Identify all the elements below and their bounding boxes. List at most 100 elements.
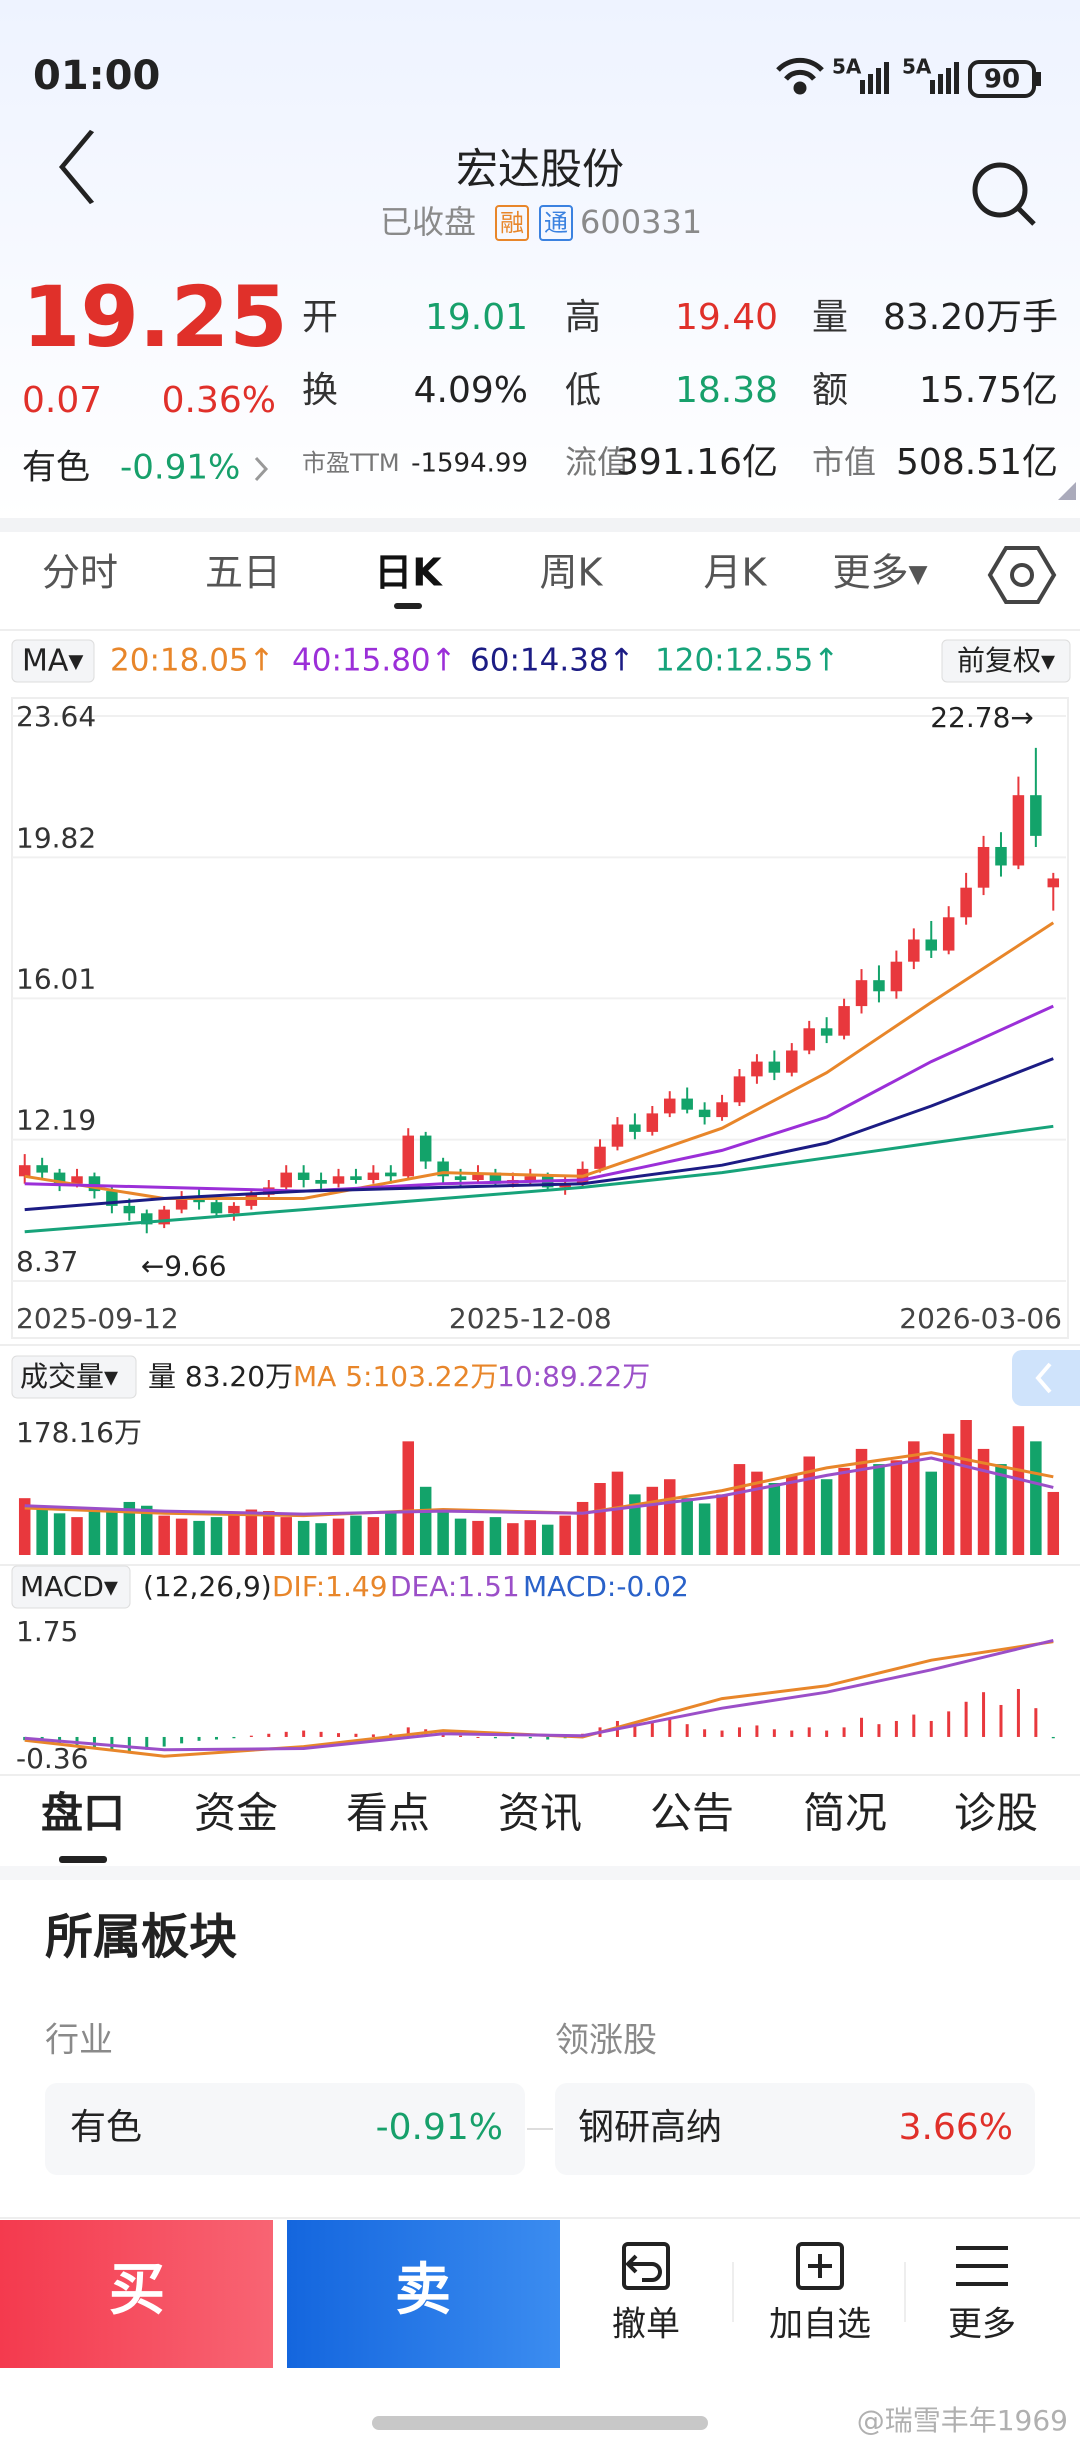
macd-bar <box>110 1736 114 1750</box>
macd-bar <box>145 1736 149 1750</box>
indicator-line <box>24 1456 1054 1516</box>
settings-button[interactable] <box>987 546 1057 604</box>
volume-bar <box>646 1486 659 1555</box>
detail-tab[interactable]: 看点 <box>346 1789 430 1838</box>
volume-bar <box>106 1511 118 1555</box>
candle-body <box>367 1172 380 1180</box>
legend-entry: 120:12.55↑ <box>655 643 839 679</box>
back-button[interactable] <box>58 129 95 205</box>
period-tab[interactable]: 周K <box>540 551 604 595</box>
sector-change[interactable]: -0.91% <box>120 448 240 488</box>
legend-entry: 60:14.38↑ <box>470 643 635 679</box>
market-state: 已收盘 <box>380 203 476 241</box>
period-tab[interactable]: 分时 <box>42 551 118 595</box>
menu-icon[interactable] <box>956 2246 1008 2286</box>
period-tab[interactable]: 月K <box>704 551 768 595</box>
signal-bars <box>860 62 889 94</box>
volume-bar <box>472 1520 484 1555</box>
volume-title[interactable]: 成交量▾ <box>20 1360 118 1393</box>
sell-button[interactable] <box>287 2220 560 2368</box>
adjust-select[interactable]: 前复权▾ <box>957 644 1055 677</box>
macd-bar <box>929 1720 933 1737</box>
macd-bar <box>180 1736 184 1744</box>
sector-card[interactable] <box>555 2083 1035 2175</box>
action-label[interactable]: 撤单 <box>612 2305 680 2345</box>
volume-box[interactable] <box>11 1355 137 1399</box>
candle-body <box>402 1135 415 1177</box>
candle-body <box>1012 795 1025 866</box>
detail-tab[interactable]: 公告 <box>650 1789 734 1838</box>
candle-body <box>106 1191 118 1206</box>
candle-body <box>1030 795 1042 836</box>
y-tick-label: 8.37 <box>16 1245 78 1278</box>
volume-bar <box>838 1467 850 1555</box>
detail-tab[interactable]: 资金 <box>194 1789 278 1838</box>
macd-title[interactable]: MACD▾ <box>20 1570 118 1603</box>
top-background <box>0 0 1080 520</box>
candle-body <box>18 1165 31 1177</box>
macd-bar <box>406 1727 410 1737</box>
undo-icon[interactable] <box>622 2242 670 2290</box>
candle-body <box>768 1061 781 1073</box>
indicator-select[interactable]: MA▾ <box>22 644 83 679</box>
candle-body <box>890 961 903 992</box>
volume-bar <box>437 1509 449 1555</box>
action-label[interactable]: 加自选 <box>769 2305 871 2345</box>
detail-tab[interactable]: 简况 <box>803 1789 887 1838</box>
period-tab[interactable]: 五日 <box>205 551 281 595</box>
macd-bar <box>912 1714 916 1737</box>
candle-body <box>332 1176 345 1184</box>
y-tick-label: 23.64 <box>16 700 96 733</box>
macd-bar <box>999 1704 1003 1737</box>
adjust-box[interactable] <box>941 639 1071 683</box>
macd-bar <box>807 1727 811 1737</box>
buy-label[interactable]: 买 <box>109 2258 165 2323</box>
indicator-box[interactable] <box>11 639 95 683</box>
candle-body <box>942 917 955 951</box>
volume-bar <box>140 1505 153 1555</box>
candle-body <box>611 1124 624 1147</box>
field-value: 508.51亿 <box>896 442 1058 483</box>
detail-tab[interactable]: 资讯 <box>498 1789 582 1838</box>
volume-bar <box>36 1509 48 1555</box>
sell-label[interactable]: 卖 <box>395 2258 451 2323</box>
candle-body <box>646 1113 659 1132</box>
macd-bar <box>772 1729 776 1737</box>
volume-bar <box>1012 1426 1025 1555</box>
battery-level: 90 <box>984 65 1020 95</box>
action-label[interactable]: 更多 <box>948 2305 1016 2345</box>
volume-bar <box>594 1483 606 1555</box>
detail-tab[interactable]: 盘口 <box>41 1789 125 1838</box>
candle-body <box>123 1205 136 1214</box>
detail-tab[interactable]: 诊股 <box>954 1789 1038 1838</box>
buy-button[interactable] <box>0 2220 273 2368</box>
period-tab[interactable]: 更多▾ <box>832 551 927 595</box>
sector-card[interactable] <box>45 2083 525 2175</box>
indicator-line <box>24 1640 1054 1758</box>
macd-bar <box>127 1736 131 1752</box>
period-tab[interactable]: 日K <box>374 551 443 595</box>
field-label: 流值 <box>565 443 629 481</box>
candle-body <box>88 1176 101 1192</box>
legend-entry: DIF:1.49 <box>272 1570 388 1603</box>
candle-body <box>437 1161 449 1177</box>
volume-bar <box>507 1523 519 1555</box>
macd-bar <box>476 1736 480 1738</box>
volume-bar <box>925 1471 938 1555</box>
volume-bar <box>559 1515 571 1555</box>
collapse-arrow <box>1035 1362 1052 1394</box>
candle-body <box>681 1098 693 1110</box>
field-value: 391.16亿 <box>616 442 778 483</box>
volume-bar <box>297 1520 310 1555</box>
collapse-tab[interactable] <box>1012 1350 1080 1406</box>
add-watch-icon[interactable] <box>796 2242 844 2290</box>
field-value: 18.38 <box>675 370 778 411</box>
candle-body <box>629 1124 641 1132</box>
search-button[interactable] <box>972 162 1036 226</box>
volume-bar <box>88 1508 101 1555</box>
macd-box[interactable] <box>11 1565 131 1609</box>
indicator-line <box>24 921 1055 1200</box>
volume-bar <box>175 1518 188 1555</box>
x-tick-label: 2026-03-06 <box>899 1302 1062 1335</box>
